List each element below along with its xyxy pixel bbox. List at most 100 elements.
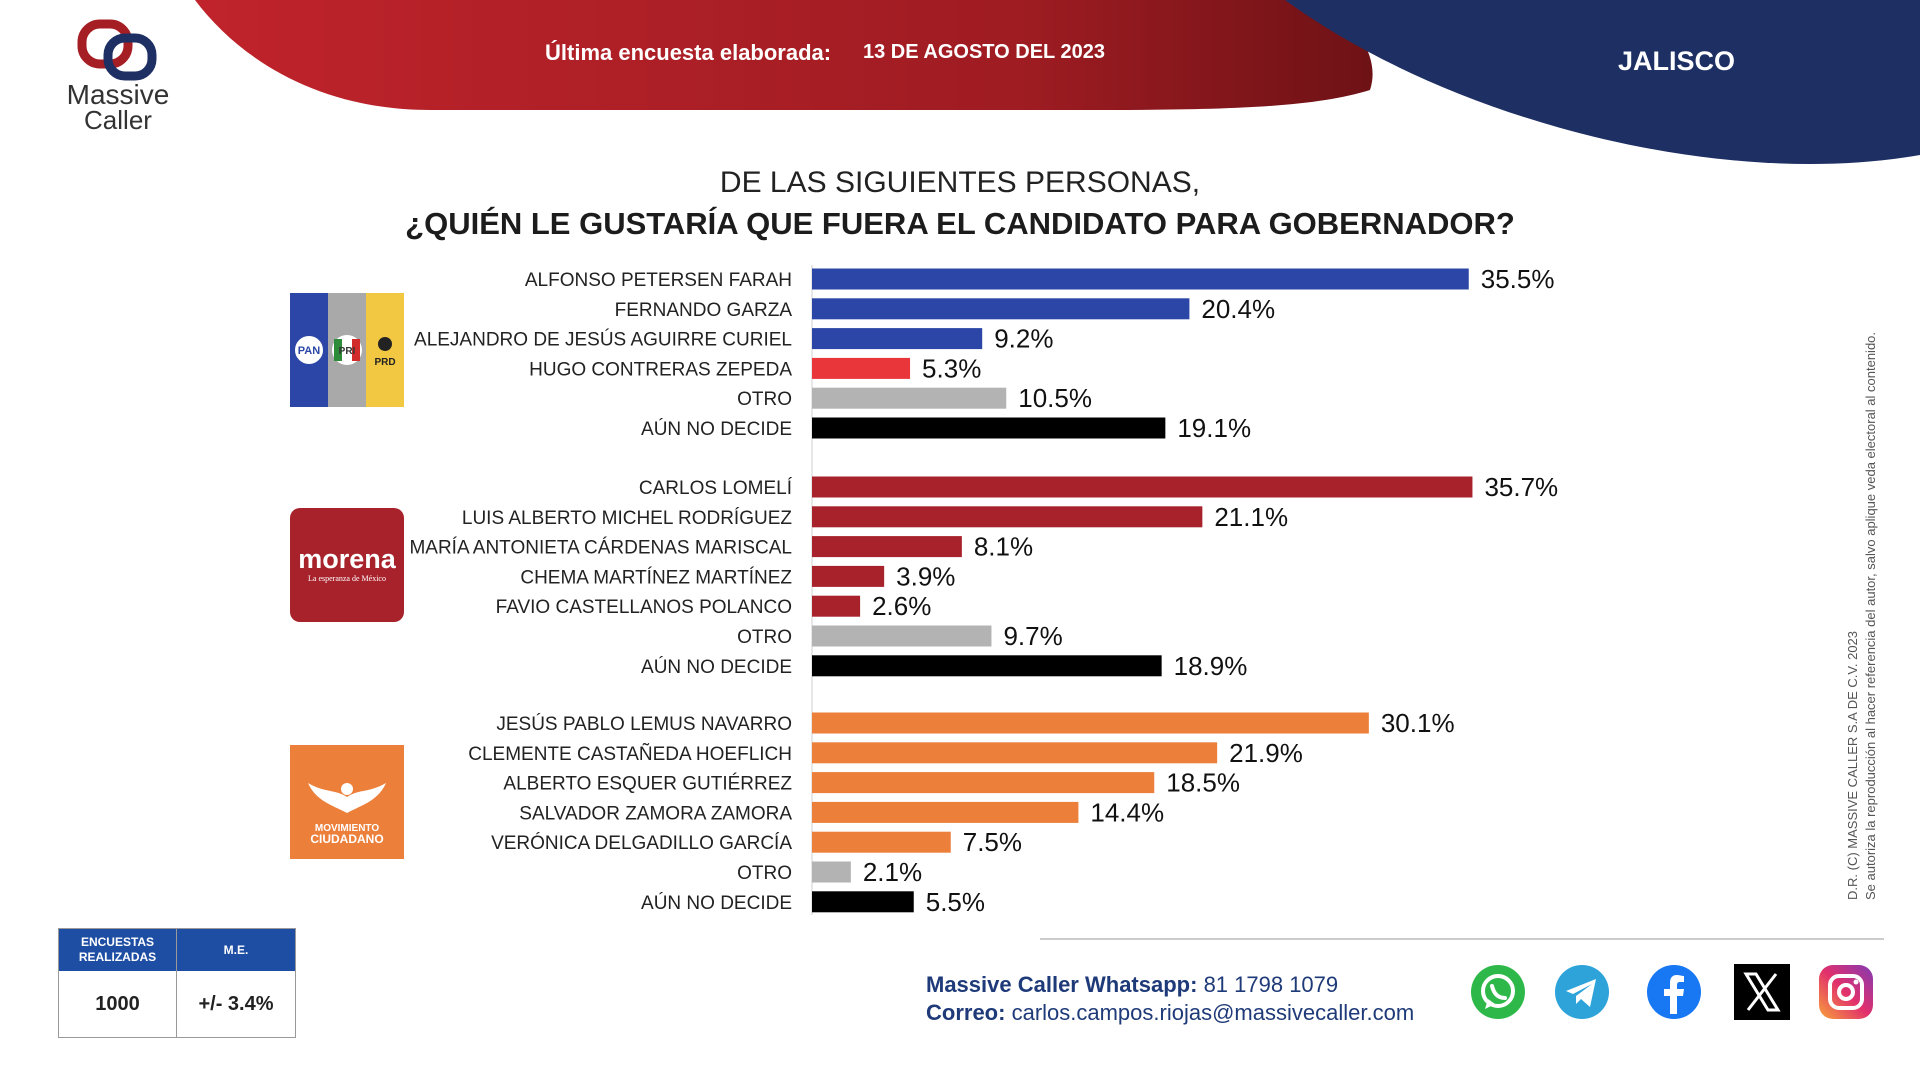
bar [812,595,861,617]
movimiento-ciudadano-logo: MOVIMIENTO CIUDADANO [290,745,404,859]
bar [812,891,914,913]
bar-value-label: 2.1% [863,857,922,887]
email-label: Correo: [926,1000,1006,1025]
massive-caller-logo: Massive Caller [58,18,178,150]
bar-value-label: 9.2% [994,324,1053,354]
bar-label: AÚN NO DECIDE [641,418,792,440]
bar-value-label: 21.1% [1214,502,1288,532]
bar-label: CHEMA MARTÍNEZ MARTÍNEZ [520,567,792,588]
bar [812,328,983,350]
bar-label: AÚN NO DECIDE [641,892,792,914]
bar-value-label: 8.1% [974,532,1033,562]
bar-label: FERNANDO GARZA [615,300,793,321]
email-address[interactable]: carlos.campos.riojas@massivecaller.com [1011,1000,1415,1025]
mc-text-1: MOVIMIENTO [315,823,379,834]
prd-text: PRD [374,357,395,368]
bar [812,772,1155,794]
bar [812,536,962,558]
bar [812,387,1007,409]
footer-divider [1040,938,1884,940]
bar-label: HUGO CONTRERAS ZEPEDA [529,359,792,380]
bar-label: ALBERTO ESQUER GUTIÉRREZ [503,774,792,795]
bar [812,861,851,883]
morena-text: morena [298,544,397,574]
bar-value-label: 21.9% [1229,738,1303,768]
instagram-icon[interactable] [1816,962,1876,1022]
surveys-header: ENCUESTAS REALIZADAS [59,929,176,971]
bar-value-label: 20.4% [1201,294,1275,324]
logo-text-caller: Caller [84,105,152,135]
bar-label: MARÍA ANTONIETA CÁRDENAS MARISCAL [409,538,792,559]
whatsapp-contact: Massive Caller Whatsapp: 81 1798 1079 [926,972,1338,998]
mc-text-2: CIUDADANO [310,832,383,846]
eagle-icon [308,783,386,813]
surveys-value: 1000 [95,992,140,1015]
bar [812,298,1190,320]
x-icon[interactable] [1732,962,1792,1022]
bar-value-label: 3.9% [896,561,955,591]
margin-error-value: +/- 3.4% [198,992,274,1015]
red-header-band [195,0,1373,111]
bar [812,655,1162,677]
logo-mark-icon [77,19,157,81]
pri-text: PRI [339,346,356,357]
bar [812,831,951,853]
copyright-line-1: D.R. (C) MASSIVE CALLER S.A DE C.V. 2023 [1845,630,1860,900]
survey-date: 13 DE AGOSTO DEL 2023 [863,41,1105,63]
bar-value-label: 35.7% [1484,472,1558,502]
bar-label: CLEMENTE CASTAÑEDA HOEFLICH [468,743,792,765]
copyright-line-2: Se autoriza la reproducción al hacer ref… [1863,331,1878,900]
bar [812,476,1473,498]
bar-value-label: 5.5% [926,887,985,917]
bar-label: OTRO [737,389,792,410]
bar-value-label: 35.5% [1481,264,1555,294]
bar-label: FAVIO CASTELLANOS POLANCO [496,597,792,618]
pan-pri-prd-logo: PAN PRI PRD [290,293,404,407]
question-line-2: ¿QUIÉN LE GUSTARÍA QUE FUERA EL CANDIDAT… [405,206,1515,241]
bar-label: AÚN NO DECIDE [641,656,792,678]
bar-label: CARLOS LOMELÍ [639,478,793,499]
margin-error-header: M.E. [177,929,295,971]
bar-value-label: 9.7% [1003,621,1062,651]
bar-value-label: 18.9% [1174,651,1248,681]
bar-label: OTRO [737,627,792,648]
state-name: JALISCO [1618,46,1736,76]
question-line-1: DE LAS SIGUIENTES PERSONAS, [719,166,1201,199]
whatsapp-label: Massive Caller Whatsapp: [926,972,1198,997]
bar-label: VERÓNICA DELGADILLO GARCÍA [491,832,792,854]
bar-value-label: 19.1% [1177,413,1251,443]
telegram-icon[interactable] [1552,962,1612,1022]
stats-table: ENCUESTAS REALIZADAS M.E. 1000 +/- 3.4% [58,928,296,1038]
bar-value-label: 14.4% [1090,797,1164,827]
bar [812,801,1079,823]
copyright-notice: D.R. (C) MASSIVE CALLER S.A DE C.V. 2023… [1845,220,1878,900]
bar-label: ALEJANDRO DE JESÚS AGUIRRE CURIEL [414,329,792,351]
bar [812,712,1369,734]
bar [812,742,1218,764]
bar-label: SALVADOR ZAMORA ZAMORA [519,803,792,824]
bar [812,625,992,647]
pan-text: PAN [298,345,320,357]
bar [812,268,1469,290]
bar-label: LUIS ALBERTO MICHEL RODRÍGUEZ [462,508,793,529]
whatsapp-number[interactable]: 81 1798 1079 [1203,972,1339,997]
survey-label: Última encuesta elaborada: [545,40,832,65]
bar-label: ALFONSO PETERSEN FARAH [525,270,792,291]
logo-text-massive: Massive [66,79,170,110]
bar-label: OTRO [737,863,792,884]
bar-value-label: 30.1% [1381,708,1455,738]
facebook-icon[interactable] [1644,962,1704,1022]
morena-tagline: La esperanza de México [308,574,386,583]
bar [812,506,1203,528]
bar-value-label: 10.5% [1018,383,1092,413]
bar-value-label: 5.3% [922,353,981,383]
bar-value-label: 18.5% [1166,768,1240,798]
whatsapp-icon[interactable] [1468,962,1528,1022]
bar [812,417,1166,439]
navy-header-shape [1285,0,1920,165]
bar [812,565,885,587]
table-divider [176,929,177,1037]
bar-value-label: 7.5% [963,827,1022,857]
